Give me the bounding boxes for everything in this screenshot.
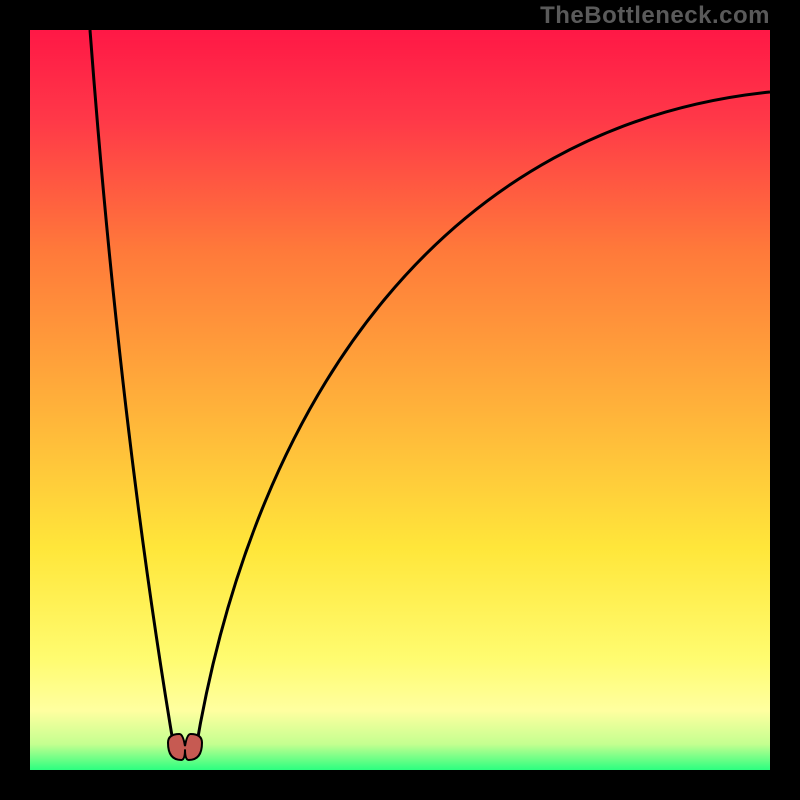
- plot-background: [30, 30, 770, 770]
- plot-area: [30, 30, 770, 770]
- chart-frame: TheBottleneck.com: [0, 0, 800, 800]
- plot-svg: [30, 30, 770, 770]
- watermark-text: TheBottleneck.com: [540, 2, 770, 30]
